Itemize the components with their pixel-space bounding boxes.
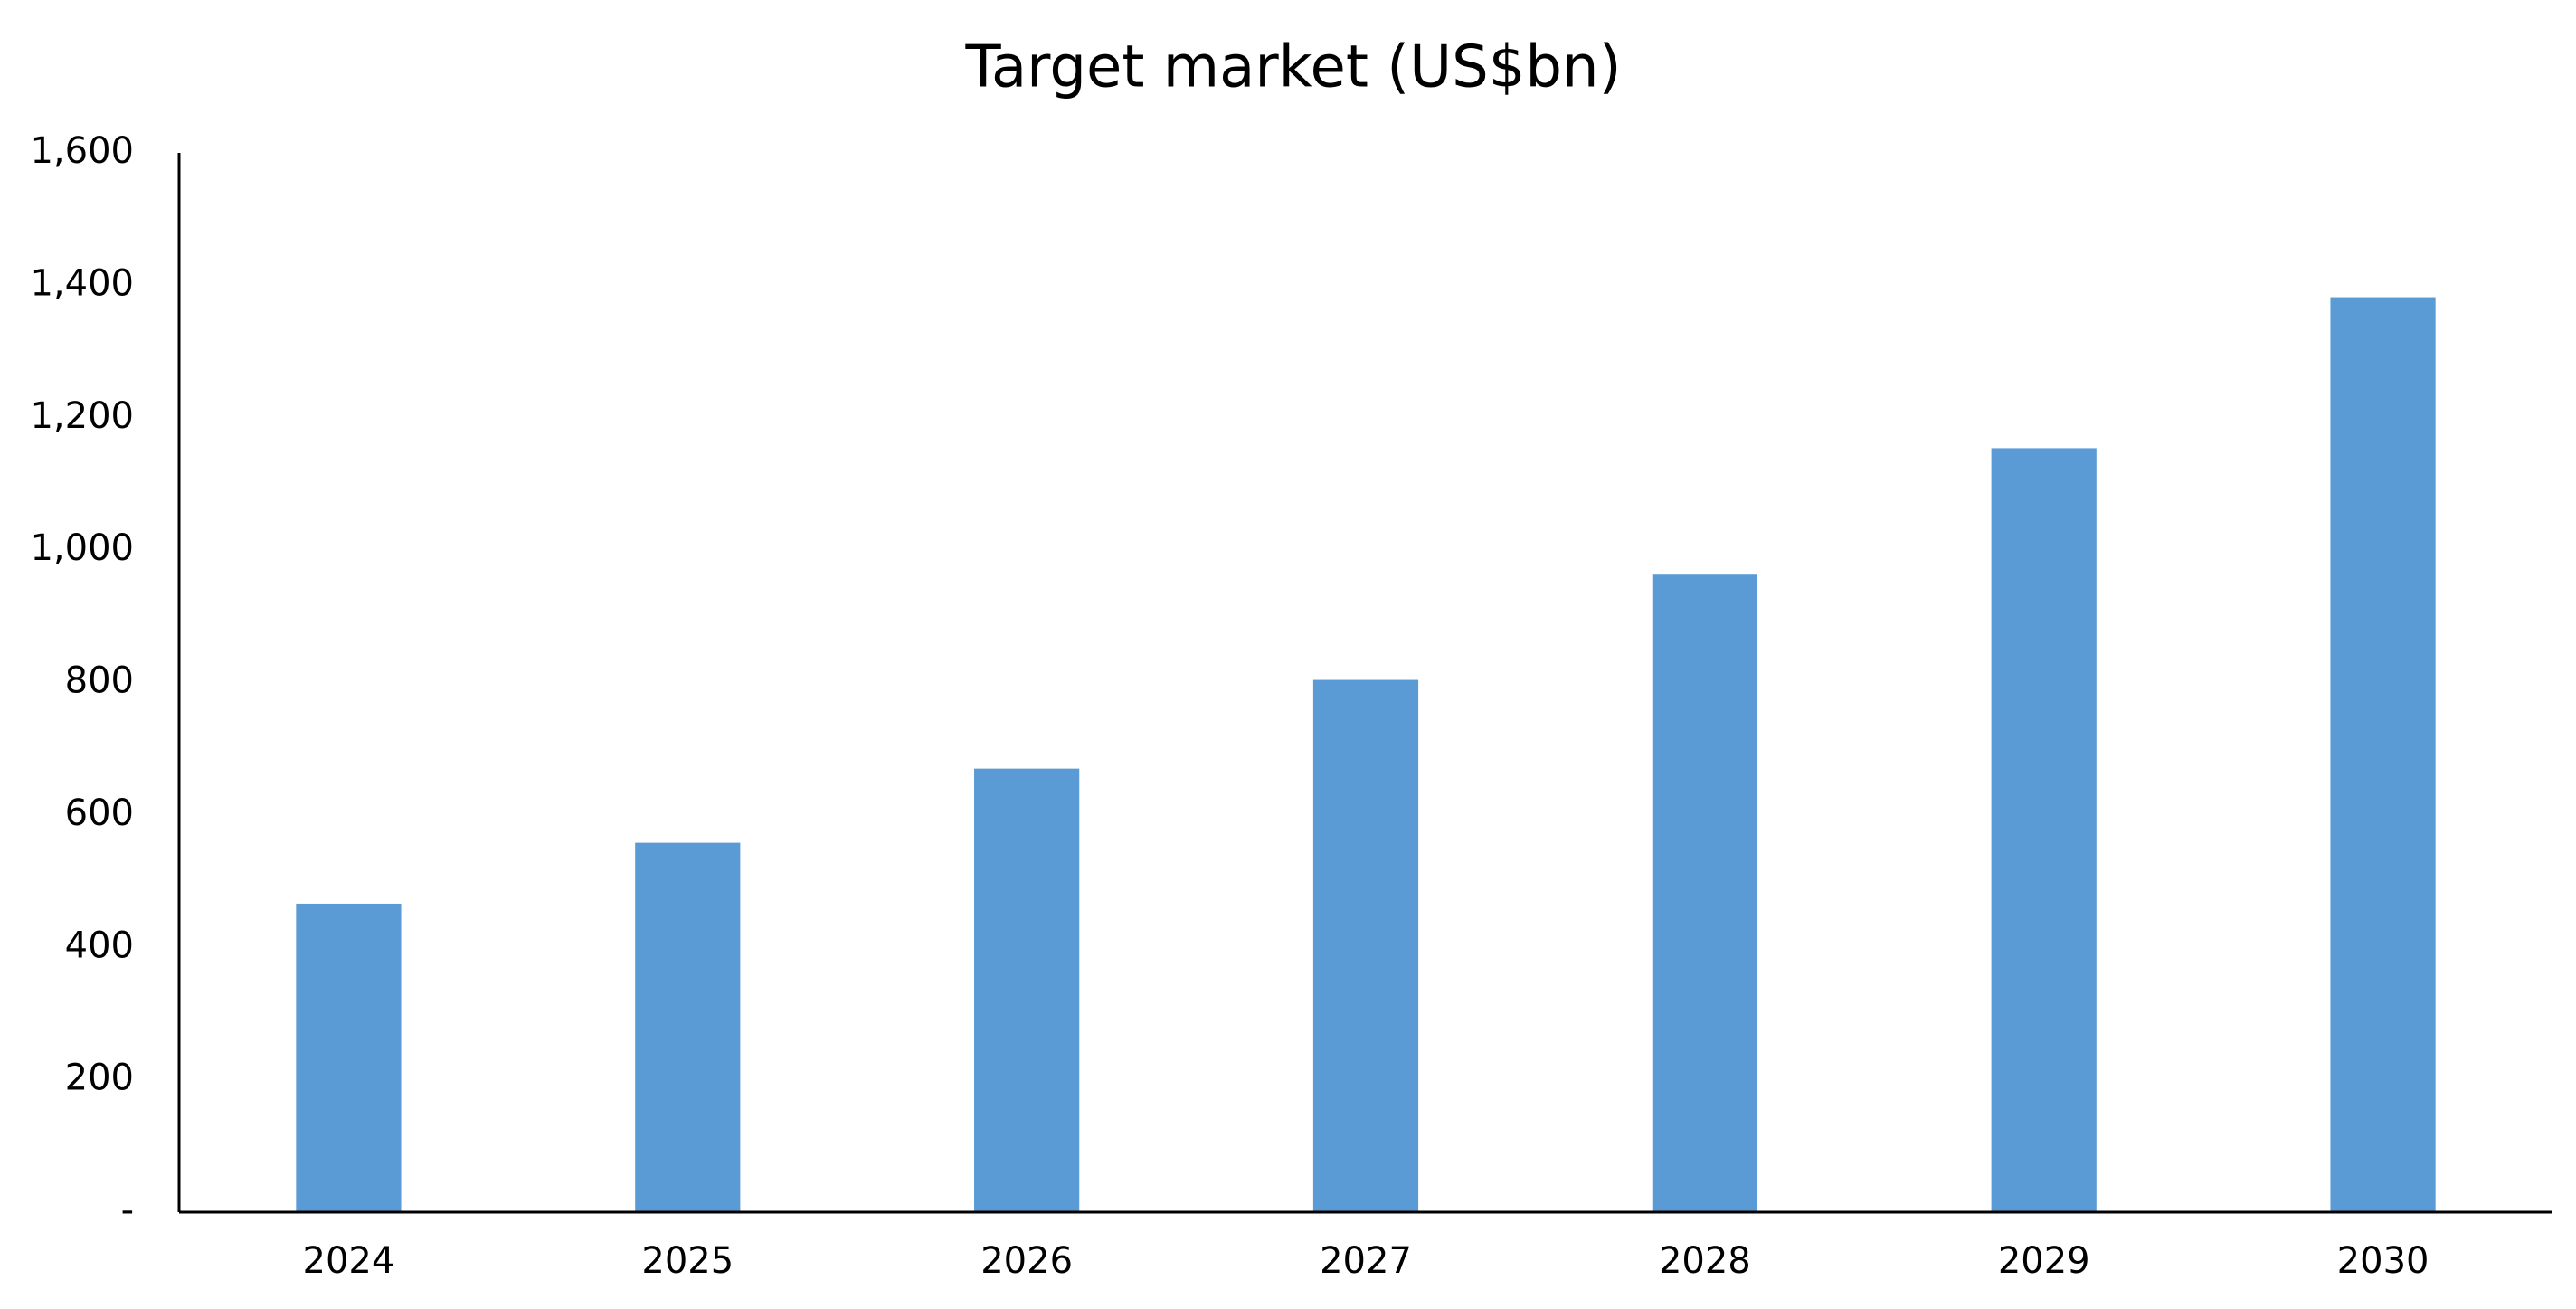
x-tick-label: 2028 xyxy=(1659,1240,1751,1282)
x-tick-label: 2030 xyxy=(2337,1240,2429,1282)
y-tick-label: 800 xyxy=(65,660,134,702)
y-tick-label: - xyxy=(121,1190,134,1231)
x-tick-label: 2029 xyxy=(1998,1240,2090,1282)
bar xyxy=(1991,448,2097,1212)
y-tick-label: 1,000 xyxy=(30,527,134,569)
bar xyxy=(1312,679,1419,1212)
x-tick-label: 2026 xyxy=(980,1240,1073,1282)
y-tick-label: 600 xyxy=(65,792,134,834)
bar xyxy=(635,842,741,1212)
bar xyxy=(1652,574,1757,1212)
x-tick-label: 2027 xyxy=(1320,1240,1412,1282)
y-tick-label: 1,600 xyxy=(30,130,134,172)
y-tick-label: 1,400 xyxy=(30,262,134,304)
y-tick-label: 1,200 xyxy=(30,395,134,437)
bar xyxy=(296,903,402,1212)
x-tick-label: 2024 xyxy=(303,1240,395,1282)
bar xyxy=(2330,297,2436,1213)
bar xyxy=(974,768,1080,1212)
y-tick-label: 400 xyxy=(65,925,134,966)
y-tick-label: 200 xyxy=(65,1058,134,1099)
chart-title: Target market (US$bn) xyxy=(964,34,1621,101)
x-tick-label: 2025 xyxy=(641,1240,734,1282)
